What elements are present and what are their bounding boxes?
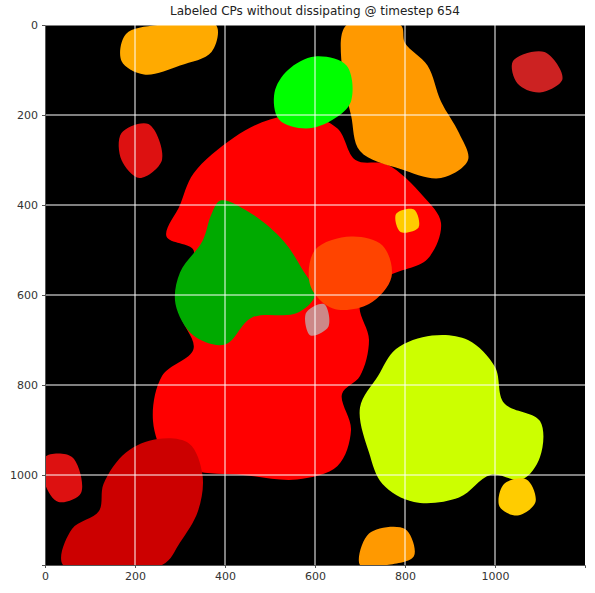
tick-label: 600 [17, 289, 38, 302]
tick-mark [405, 565, 406, 568]
label-region [175, 200, 315, 345]
tick: 0 [42, 565, 49, 583]
tick-mark [135, 565, 136, 568]
tick-label: 400 [215, 570, 236, 583]
tick-mark [225, 565, 226, 568]
grid-line [45, 25, 585, 26]
label-region [305, 304, 329, 336]
label-region [119, 123, 163, 178]
tick: 200 [17, 109, 45, 122]
tick: 600 [305, 565, 326, 583]
grid-line [45, 295, 585, 296]
tick-mark [315, 565, 316, 568]
title: Labeled CPs without dissipating @ timest… [170, 4, 460, 18]
tick: 400 [215, 565, 236, 583]
tick: 1000 [10, 469, 45, 482]
axis-line [42, 26, 46, 566]
tick-mark [495, 565, 496, 568]
label-region [498, 478, 535, 515]
tick-label: 400 [17, 199, 38, 212]
tick-label: 800 [395, 570, 416, 583]
y-axis: 0 200 400 600 800 1000 [10, 19, 46, 565]
tick-label: 0 [31, 19, 38, 32]
label-region [512, 51, 563, 92]
label-region [61, 438, 203, 565]
plot-area [45, 25, 585, 565]
axis-line [46, 566, 586, 569]
grid-line [45, 475, 585, 476]
tick-mark [42, 385, 45, 386]
x-axis: 0 200 400 600 800 1000 [42, 565, 586, 583]
grid-line [45, 385, 585, 386]
tick-label: 600 [305, 570, 326, 583]
label-region [395, 209, 419, 233]
grid-line [45, 205, 585, 206]
tick: 400 [17, 199, 45, 212]
tick: 0 [31, 19, 45, 32]
tick: 200 [125, 565, 146, 583]
tick-mark [42, 295, 45, 296]
tick: 800 [17, 379, 45, 392]
tick-label: 800 [17, 379, 38, 392]
label-region [274, 56, 353, 128]
tick-label: 200 [125, 570, 146, 583]
tick-label: 0 [42, 570, 49, 583]
tick-mark [42, 475, 45, 476]
tick: 600 [17, 289, 45, 302]
label-region [360, 335, 544, 503]
label-region [309, 236, 392, 310]
tick-label: 1000 [10, 469, 38, 482]
grid-line [45, 115, 585, 116]
tick-mark [42, 25, 45, 26]
tick: 800 [395, 565, 416, 583]
tick-mark [42, 115, 45, 116]
label-region [45, 454, 82, 503]
chart: 0 200 400 600 800 1000 0 200 400 600 800 1000 Labele… [0, 0, 595, 593]
tick-label: 1000 [482, 570, 510, 583]
tick-mark [42, 205, 45, 206]
tick-label: 200 [17, 109, 38, 122]
tick: 1000 [482, 565, 510, 583]
label-region [359, 527, 415, 565]
